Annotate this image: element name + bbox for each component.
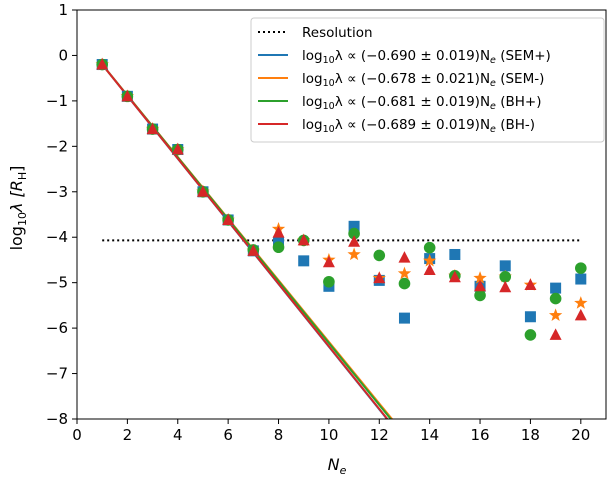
point-bh- <box>96 58 109 70</box>
y-tick-label: −4 <box>46 228 68 246</box>
data-points <box>95 57 588 341</box>
x-tick-label: 10 <box>319 426 338 444</box>
point-sem- <box>397 266 412 280</box>
point-bh- <box>171 143 184 155</box>
y-axis-label: log10λ [RH] <box>7 166 29 251</box>
point-bh- <box>196 185 209 197</box>
y-tick-label: −3 <box>46 183 68 201</box>
x-tick-label: 0 <box>72 426 82 444</box>
point-bh+ <box>549 292 562 305</box>
x-axis-label: Ne <box>328 455 347 475</box>
point-bh+ <box>348 227 360 240</box>
y-tick-label: −2 <box>46 137 68 155</box>
point-bh- <box>146 122 159 135</box>
y-tick-label: 1 <box>58 1 68 19</box>
point-sem- <box>574 296 588 309</box>
x-tick-label: 4 <box>173 426 183 444</box>
point-bh- <box>121 89 134 102</box>
point-bh- <box>549 328 562 340</box>
point-bh+ <box>423 241 436 254</box>
point-sem+ <box>575 273 587 285</box>
legend-label-sem-minus: log10λ ∝ (−0.678 ± 0.021)Ne (SEM-) <box>302 71 544 89</box>
point-bh- <box>348 235 361 247</box>
point-sem+ <box>348 220 360 232</box>
point-bh- <box>373 271 386 284</box>
x-tick-label: 16 <box>471 426 490 444</box>
point-bh+ <box>323 275 335 288</box>
legend: Resolution log10λ ∝ (−0.690 ± 0.019)Ne (… <box>250 17 605 143</box>
point-bh+ <box>474 289 486 302</box>
x-tick-label: 8 <box>274 426 284 444</box>
point-bh+ <box>272 241 285 254</box>
point-bh- <box>524 278 537 290</box>
x-tick-label: 6 <box>223 426 233 444</box>
plot-frame <box>76 9 607 420</box>
y-tick-label: −5 <box>46 274 68 292</box>
point-sem+ <box>499 260 511 272</box>
point-sem+ <box>398 312 410 324</box>
x-tick-label: 14 <box>420 426 439 444</box>
point-bh- <box>222 213 235 225</box>
point-sem- <box>473 271 487 284</box>
point-bh+ <box>373 249 386 262</box>
point-bh- <box>272 226 285 238</box>
x-tick-label: 2 <box>123 426 133 444</box>
legend-label-sem-plus: log10λ ∝ (−0.690 ± 0.019)Ne (SEM+) <box>302 48 551 66</box>
point-bh- <box>474 279 487 292</box>
point-bh- <box>423 263 436 275</box>
legend-label-bh-minus: log10λ ∝ (−0.689 ± 0.019)Ne (BH-) <box>302 117 535 135</box>
point-bh- <box>574 308 587 321</box>
point-bh+ <box>575 262 587 274</box>
y-tick-label: −1 <box>46 92 68 110</box>
point-bh- <box>247 244 260 256</box>
point-bh- <box>297 233 310 246</box>
point-sem+ <box>524 311 536 323</box>
y-tick-label: −6 <box>46 319 68 337</box>
plot-area <box>95 57 588 419</box>
point-bh+ <box>524 329 537 341</box>
point-bh+ <box>499 270 512 283</box>
y-tick-label: 0 <box>58 46 68 64</box>
point-sem- <box>548 308 563 322</box>
point-sem+ <box>449 248 461 260</box>
legend-resolution-label: Resolution <box>302 25 373 41</box>
point-bh- <box>398 251 411 263</box>
point-bh+ <box>398 277 411 290</box>
legend-label-bh-plus: log10λ ∝ (−0.681 ± 0.019)Ne (BH+) <box>302 94 541 112</box>
legend-box <box>250 17 605 143</box>
y-tick-label: −8 <box>46 410 68 428</box>
x-tick-label: 12 <box>370 426 389 444</box>
point-bh- <box>448 270 461 283</box>
point-sem+ <box>298 255 310 267</box>
point-bh- <box>499 280 512 293</box>
y-tick-label: −7 <box>46 365 68 383</box>
x-tick-label: 20 <box>571 426 590 444</box>
point-sem- <box>423 253 437 267</box>
point-sem- <box>347 247 361 261</box>
point-bh- <box>322 255 335 268</box>
x-tick-label: 18 <box>521 426 540 444</box>
point-sem+ <box>550 282 562 294</box>
